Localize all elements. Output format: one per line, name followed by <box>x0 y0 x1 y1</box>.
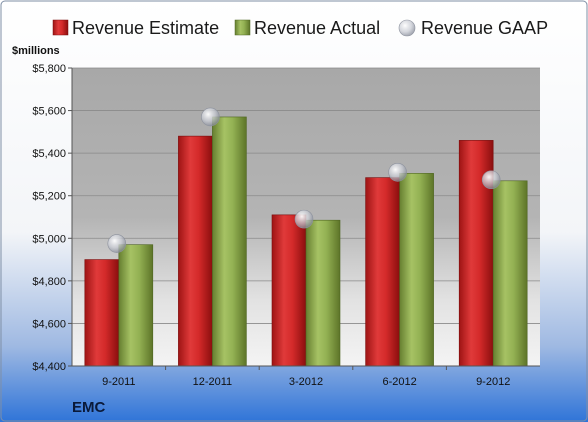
bar-revenue-estimate <box>84 259 120 367</box>
legend-marker-gaap <box>398 19 416 37</box>
y-tick-label: $4,400 <box>32 361 66 373</box>
y-tick-label: $5,200 <box>32 191 66 203</box>
bar-revenue-estimate <box>271 214 307 367</box>
x-axis-ticks: 9-2011 12-2011 3-2012 6-2012 9-2012 <box>102 366 510 388</box>
y-tick-label: $5,600 <box>32 106 66 118</box>
gaap-marker <box>107 234 127 253</box>
y-unit-label: $millions <box>12 45 60 57</box>
y-axis-ticks: $4,400 $4,600 $4,800 $5,000 $5,200 $5,400 $5,6… <box>32 63 72 373</box>
bar-revenue-actual <box>118 244 154 367</box>
legend: Revenue Estimate Revenue Actual Revenue … <box>52 18 548 38</box>
company-label: EMC <box>72 399 106 416</box>
x-tick-label: 9-2011 <box>102 376 135 388</box>
legend-label-actual: Revenue Actual <box>254 18 380 38</box>
y-tick-label: $4,800 <box>32 276 66 288</box>
x-tick-label: 9-2012 <box>476 376 510 388</box>
y-tick-label: $5,000 <box>32 233 66 245</box>
gaap-marker <box>388 163 407 182</box>
bar-revenue-estimate <box>365 177 400 367</box>
legend-swatch-estimate <box>52 19 69 36</box>
legend-item-gaap: Revenue GAAP <box>398 18 548 38</box>
legend-swatch-actual <box>234 19 251 36</box>
x-tick-label: 6-2012 <box>382 376 416 388</box>
gaap-markers <box>107 107 501 253</box>
gaap-marker <box>481 170 501 190</box>
gaap-marker <box>294 209 314 229</box>
bar-revenue-estimate <box>178 135 213 367</box>
y-tick-label: $5,800 <box>32 63 66 75</box>
legend-label-estimate: Revenue Estimate <box>72 18 219 38</box>
x-tick-label: 3-2012 <box>289 376 323 388</box>
legend-item-actual: Revenue Actual <box>234 18 380 38</box>
y-tick-label: $5,400 <box>32 148 66 160</box>
legend-label-gaap: Revenue GAAP <box>421 18 548 38</box>
bar-revenue-actual <box>305 219 341 367</box>
legend-item-estimate: Revenue Estimate <box>52 18 219 38</box>
x-tick-label: 12-2011 <box>193 376 233 388</box>
gaap-marker <box>201 107 220 127</box>
y-tick-label: $4,600 <box>32 318 66 330</box>
bar-revenue-actual <box>399 173 434 367</box>
bar-revenue-actual <box>212 116 247 367</box>
bar-revenue-actual <box>492 180 528 367</box>
